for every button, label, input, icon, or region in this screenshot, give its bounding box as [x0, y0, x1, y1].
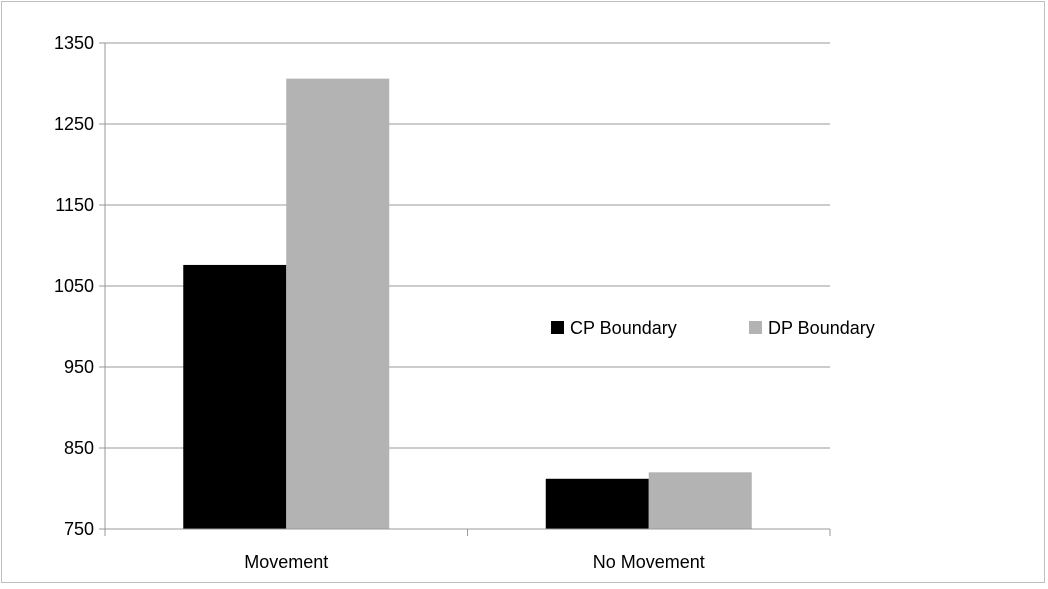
x-tick-label: No Movement — [593, 552, 705, 572]
x-tick-labels: Movement No Movement — [244, 552, 705, 572]
y-tick-label: 1150 — [55, 195, 94, 215]
y-tick-label: 1350 — [54, 33, 94, 53]
legend-label: CP Boundary — [570, 318, 677, 338]
legend-swatch — [749, 321, 762, 334]
legend: CP Boundary DP Boundary — [551, 318, 875, 338]
bar-cp-boundary — [183, 264, 287, 529]
y-tick-label: 1250 — [54, 114, 94, 134]
bar-dp-boundary — [286, 78, 390, 529]
y-tick-label: 950 — [64, 357, 94, 377]
y-tick-label: 850 — [64, 438, 94, 458]
bar-cp-boundary — [545, 478, 649, 529]
axes — [99, 42, 831, 536]
y-tick-label: 1050 — [54, 276, 94, 296]
x-tick-label: Movement — [244, 552, 328, 572]
y-tick-labels: 750 850 950 1050 1150 1250 1350 — [54, 33, 94, 539]
y-tick-label: 750 — [64, 519, 94, 539]
bar-dp-boundary — [648, 472, 752, 529]
legend-label: DP Boundary — [768, 318, 875, 338]
bars — [183, 78, 752, 529]
legend-swatch — [551, 321, 564, 334]
